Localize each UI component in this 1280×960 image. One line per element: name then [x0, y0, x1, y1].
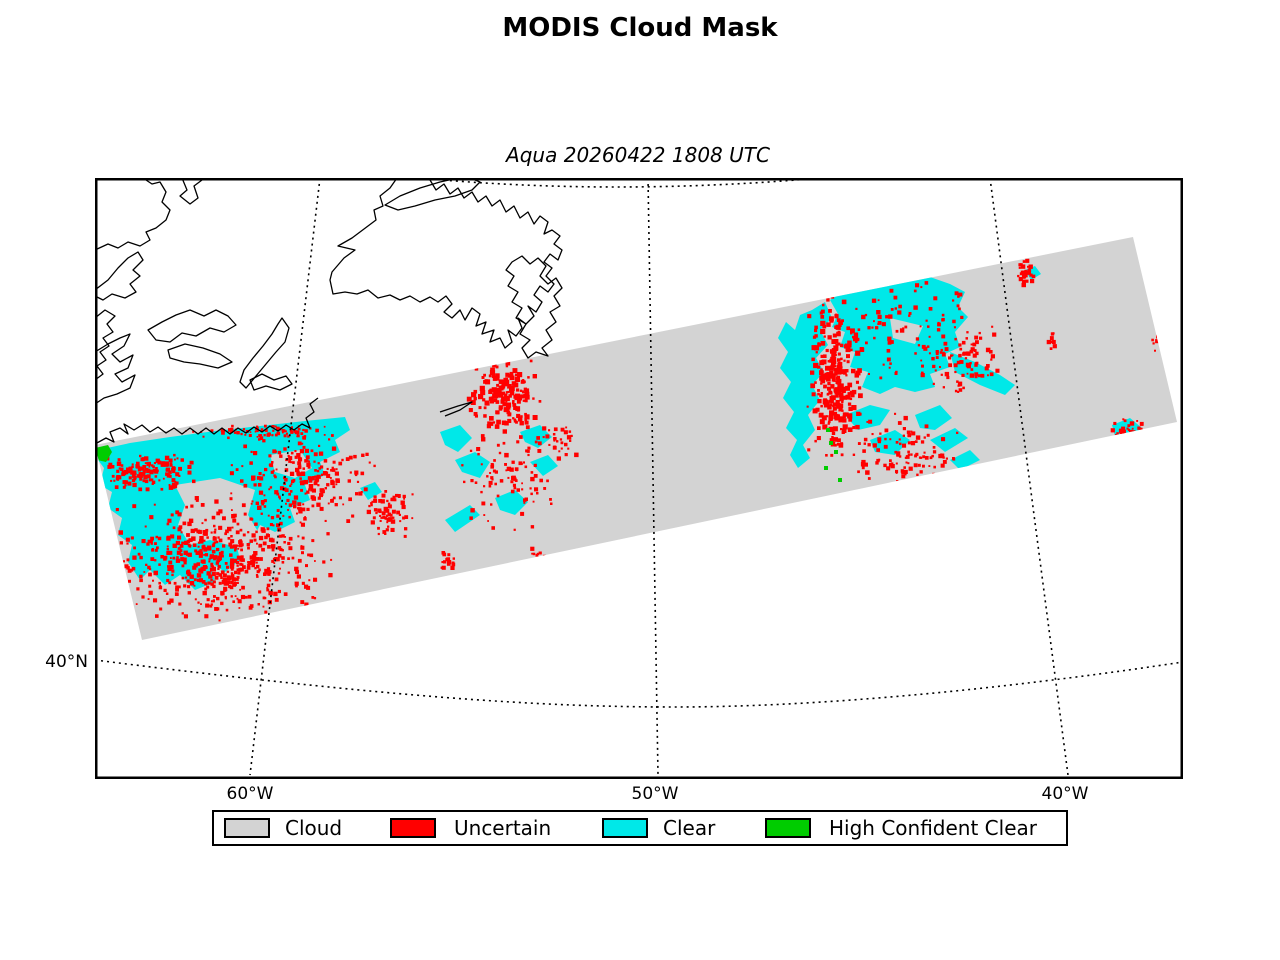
legend-swatch-clear [602, 818, 648, 838]
clear-region [360, 482, 382, 500]
high-confident-clear-dot [834, 450, 838, 454]
coastline [94, 177, 171, 251]
coastline [94, 309, 116, 381]
clear-region [915, 405, 952, 430]
coastline [384, 177, 481, 211]
high-confident-clear-region [95, 445, 112, 462]
clear-region [520, 425, 552, 448]
page-title: MODIS Cloud Mask [502, 13, 778, 43]
coastlines [94, 177, 563, 445]
cloud-patch [890, 318, 923, 344]
x-tick-40w: 40°W [1041, 784, 1089, 804]
coastline [94, 397, 319, 445]
legend: Cloud Uncertain Clear High Confident Cle… [212, 810, 1068, 846]
meridian-line [989, 177, 1069, 776]
map-frame [95, 178, 1183, 779]
coastline [239, 317, 290, 389]
coastline [505, 255, 563, 359]
legend-label-high-confident-clear: High Confident Clear [829, 816, 1037, 840]
clear-region [845, 405, 890, 430]
legend-label-uncertain: Uncertain [454, 816, 552, 840]
legend-label-cloud: Cloud [285, 816, 343, 840]
clear-region [455, 452, 490, 478]
coastline [94, 251, 144, 301]
x-tick-60w: 60°W [226, 784, 274, 804]
coastline [167, 343, 233, 369]
map-panel [94, 177, 1184, 779]
coastline [94, 333, 136, 405]
clear-region [950, 450, 980, 470]
legend-swatch-cloud [224, 818, 270, 838]
graticule [94, 177, 1184, 776]
parallel-line [94, 659, 1184, 708]
legend-label-clear: Clear [663, 816, 716, 840]
y-tick-40n: 40°N [45, 652, 88, 672]
map-canvas [94, 177, 1184, 779]
clear-region [495, 490, 528, 515]
clear-region [440, 425, 472, 452]
high-confident-clear-dot [838, 478, 842, 482]
meridian-line [249, 177, 321, 776]
clear-region [930, 428, 968, 452]
legend-swatch-high-confident-clear [765, 818, 811, 838]
coastline [249, 373, 293, 391]
high-confident-clear-dot [826, 428, 830, 432]
high-confident-clear-dot [824, 466, 828, 470]
coastline [147, 309, 237, 343]
legend-swatch-uncertain [390, 818, 436, 838]
coastline [329, 177, 563, 349]
uncertain-speckles [105, 258, 1160, 622]
high-confident-clear-dot [829, 441, 833, 445]
cloudmask-layers [95, 258, 1160, 622]
clear-region [530, 455, 558, 476]
plot-subtitle: Aqua 20260422 1808 UTC [506, 143, 770, 167]
x-tick-50w: 50°W [631, 784, 679, 804]
coastline [179, 177, 206, 205]
coastline [439, 401, 473, 417]
